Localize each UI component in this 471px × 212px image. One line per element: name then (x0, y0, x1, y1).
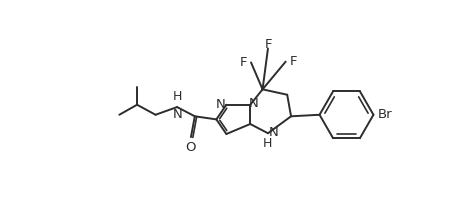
Text: H: H (262, 137, 272, 150)
Text: Br: Br (378, 108, 393, 121)
Text: F: F (290, 55, 297, 68)
Text: N: N (216, 98, 226, 111)
Text: H: H (173, 90, 183, 103)
Text: F: F (265, 38, 272, 51)
Text: N: N (269, 126, 279, 139)
Text: O: O (186, 141, 196, 154)
Text: F: F (240, 56, 247, 69)
Text: N: N (248, 97, 258, 110)
Text: N: N (173, 108, 183, 121)
